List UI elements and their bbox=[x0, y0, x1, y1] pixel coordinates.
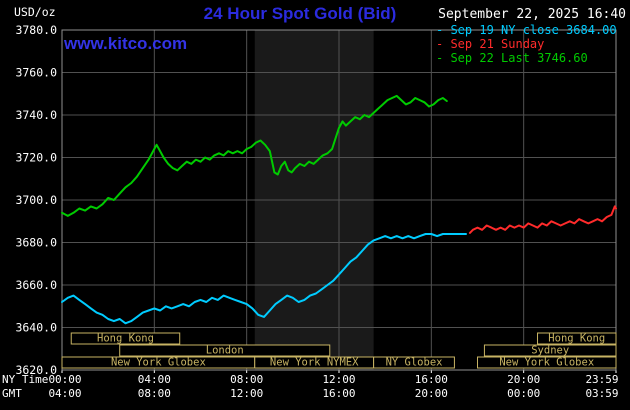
session-label: New York Globex bbox=[499, 357, 594, 369]
plot-border bbox=[61, 29, 617, 371]
y-tick-label: 3740.0 bbox=[15, 108, 57, 122]
legend-item-sep21: - Sep 21 Sunday bbox=[436, 37, 617, 51]
chart-title: 24 Hour Spot Gold (Bid) bbox=[203, 4, 397, 23]
y-tick-label: 3780.0 bbox=[15, 23, 57, 37]
y-tick-label: 3760.0 bbox=[15, 66, 57, 80]
session-box bbox=[373, 356, 455, 369]
chart-datetime: September 22, 2025 16:40 bbox=[438, 7, 626, 22]
legend-label: Sep 21 Sunday bbox=[450, 37, 545, 51]
gmt-tick-label: 08:00 bbox=[138, 387, 171, 400]
y-tick-label: 3660.0 bbox=[15, 278, 57, 292]
session-label: London bbox=[206, 345, 244, 357]
price-line-sep-19-ny-close bbox=[61, 233, 467, 325]
session-label: New York Globex bbox=[111, 357, 206, 369]
price-line-sep-21-sunday bbox=[468, 205, 617, 234]
session-label: Hong Kong bbox=[548, 333, 605, 345]
gmt-tick-label: 16:00 bbox=[322, 387, 355, 400]
chart-legend: - Sep 19 NY close 3684.00 - Sep 21 Sunda… bbox=[436, 23, 617, 65]
legend-label: Sep 19 NY close 3684.00 bbox=[450, 23, 617, 37]
legend-item-sep19: - Sep 19 NY close 3684.00 bbox=[436, 23, 617, 37]
y-tick-label: 3700.0 bbox=[15, 193, 57, 207]
ny-time-tick-label: 00:00 bbox=[48, 373, 81, 386]
gmt-tick-label: 03:59 bbox=[585, 387, 618, 400]
legend-label: Sep 22 Last 3746.60 bbox=[450, 51, 588, 65]
session-label: New York NYMEX bbox=[270, 357, 359, 369]
gmt-tick-label: 04:00 bbox=[48, 387, 81, 400]
price-line-sep-22-last bbox=[61, 94, 448, 217]
legend-item-sep22: - Sep 22 Last 3746.60 bbox=[436, 51, 617, 65]
session-box bbox=[483, 344, 617, 357]
legend-dash-icon: - bbox=[436, 23, 451, 37]
y-axis-unit-label: USD/oz bbox=[14, 5, 56, 19]
legend-dash-icon: - bbox=[436, 51, 451, 65]
session-box bbox=[119, 344, 331, 357]
y-tick-label: 3680.0 bbox=[15, 236, 57, 250]
y-tick-label: 3640.0 bbox=[15, 321, 57, 335]
ny-time-tick-label: 16:00 bbox=[415, 373, 448, 386]
session-box bbox=[537, 332, 617, 345]
ny-time-tick-label: 12:00 bbox=[322, 373, 355, 386]
session-box bbox=[477, 356, 617, 369]
gmt-tick-label: 20:00 bbox=[415, 387, 448, 400]
ny-time-tick-label: 23:59 bbox=[585, 373, 618, 386]
session-label: NY Globex bbox=[386, 357, 443, 369]
ny-time-tick-label: 20:00 bbox=[507, 373, 540, 386]
ny-time-tick-label: 08:00 bbox=[230, 373, 263, 386]
y-tick-label: 3620.0 bbox=[15, 363, 57, 377]
session-label: Sydney bbox=[531, 345, 569, 357]
y-tick-label: 3720.0 bbox=[15, 151, 57, 165]
session-label: Hong Kong bbox=[97, 333, 154, 345]
kitco-watermark-link[interactable]: www.kitco.com bbox=[64, 34, 188, 53]
ny-time-tick-label: 04:00 bbox=[138, 373, 171, 386]
gmt-axis-label: GMT bbox=[2, 387, 22, 400]
gmt-tick-label: 12:00 bbox=[230, 387, 263, 400]
gmt-tick-label: 00:00 bbox=[507, 387, 540, 400]
ny-time-axis-label: NY Time bbox=[2, 373, 48, 386]
legend-dash-icon: - bbox=[436, 37, 451, 51]
session-box bbox=[70, 332, 181, 345]
